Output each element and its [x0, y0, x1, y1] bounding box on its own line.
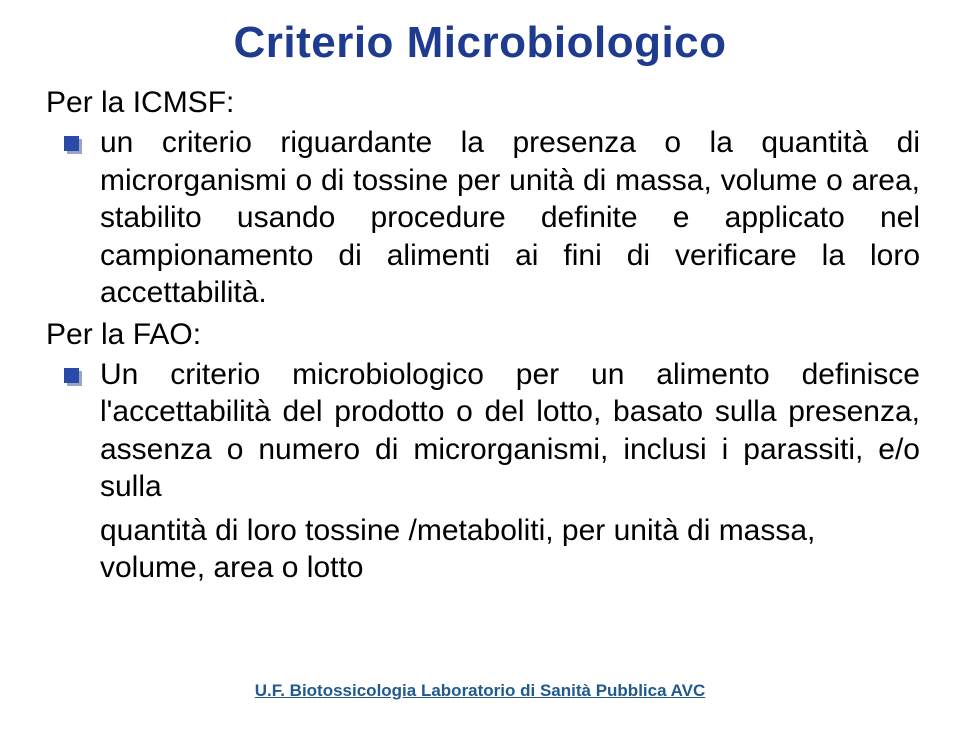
slide-footer: U.F. Biotossicologia Laboratorio di Sani…	[0, 681, 960, 701]
bullet-square-icon	[64, 136, 82, 154]
section1-heading: Per la ICMSF:	[46, 86, 920, 120]
bullet-fill	[64, 368, 79, 383]
section1-bullet-text: un criterio riguardante la presenza o la…	[100, 124, 920, 312]
section2-heading: Per la FAO:	[46, 318, 920, 352]
bullet-fill	[64, 136, 79, 151]
section2-bullet-part1: Un criterio microbiologico per un alimen…	[100, 358, 920, 504]
section1-bullet-row: un criterio riguardante la presenza o la…	[64, 124, 920, 312]
slide: Criterio Microbiologico Per la ICMSF: un…	[0, 0, 960, 729]
slide-title: Criterio Microbiologico	[40, 18, 920, 68]
bullet-square-icon	[64, 368, 82, 386]
section2-bullet-text: Un criterio microbiologico per un alimen…	[100, 356, 920, 587]
section2-bullet-row: Un criterio microbiologico per un alimen…	[64, 356, 920, 587]
section2-bullet-part2: quantità di loro tossine /metaboliti, pe…	[100, 512, 920, 587]
